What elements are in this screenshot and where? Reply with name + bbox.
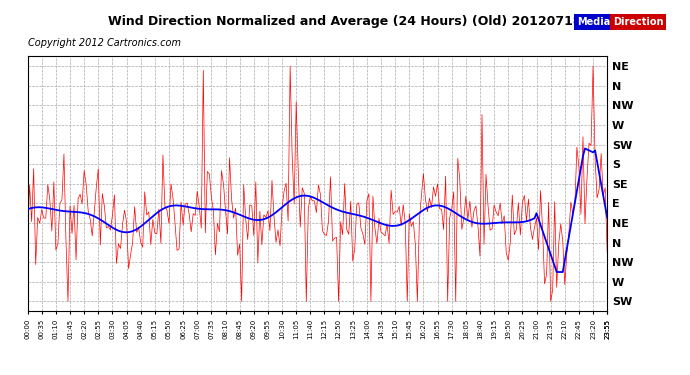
Text: Copyright 2012 Cartronics.com: Copyright 2012 Cartronics.com — [28, 38, 181, 48]
Text: Wind Direction Normalized and Average (24 Hours) (Old) 20120718: Wind Direction Normalized and Average (2… — [108, 15, 582, 28]
Text: Median: Median — [577, 17, 617, 27]
Text: Direction: Direction — [613, 17, 663, 27]
